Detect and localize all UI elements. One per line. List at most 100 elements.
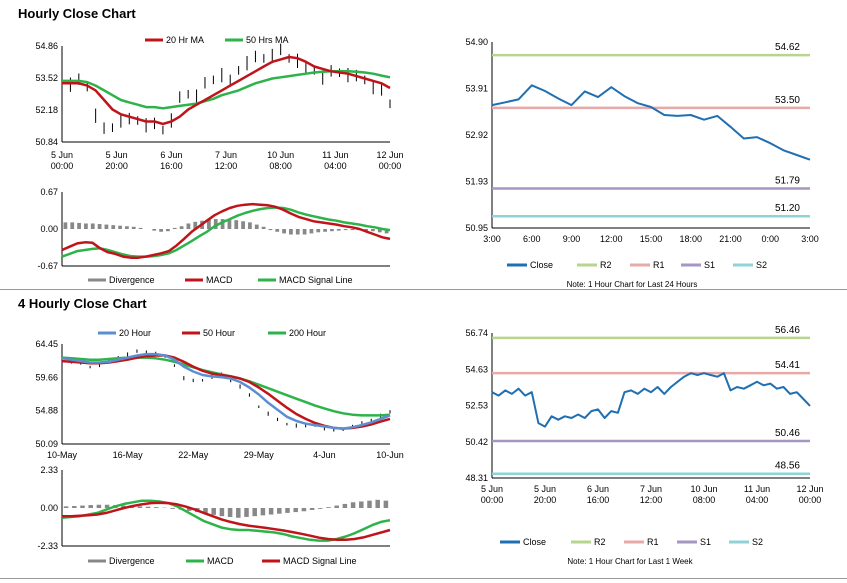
hourly-pivot-r1-label: 53.50 bbox=[775, 95, 800, 106]
hourly-pivot-close-line bbox=[491, 84, 811, 161]
four-hourly-pivot-x-tick: 6 Jun bbox=[587, 484, 609, 494]
legend-hourly-pivot-r2-label: R2 bbox=[600, 260, 612, 270]
hourly-price-x-tick: 12 Jun bbox=[376, 150, 403, 160]
hourly-pivot-y-tick: 52.92 bbox=[465, 130, 488, 140]
four-hourly-pivot-x-tick: 00:00 bbox=[799, 495, 822, 505]
four-hourly-ma20-line bbox=[61, 352, 391, 430]
legend-hourly-pivot-close-label: Close bbox=[530, 260, 553, 270]
hourly-pivot-y-tick: 51.93 bbox=[465, 177, 488, 187]
section-divider bbox=[0, 289, 847, 290]
four-hourly-pivot-y-tick: 56.74 bbox=[465, 328, 488, 338]
four-hourly-pivot-x-tick: 5 Jun bbox=[534, 484, 556, 494]
four-hourly-pivot-r1-label: 54.41 bbox=[775, 360, 800, 371]
hourly-price-x-tick: 08:00 bbox=[269, 161, 292, 171]
legend-four-hourly-pivot-close-label: Close bbox=[523, 537, 546, 547]
four-hourly-pivot-x-tick: 11 Jun bbox=[744, 484, 770, 494]
legend-four-hourly-divergence-label: Divergence bbox=[109, 556, 155, 566]
four-hourly-pivot-x-tick: 00:00 bbox=[481, 495, 504, 505]
legend-hourly-macd-label: MACD bbox=[206, 275, 233, 285]
hourly-pivot-note: Note: 1 Hour Chart for Last 24 Hours bbox=[567, 280, 698, 289]
four-hourly-price-x-tick: 4-Jun bbox=[313, 450, 336, 460]
hourly-pivot-x-tick: 3:00 bbox=[801, 234, 819, 244]
four-hourly-pivot-x-tick: 7 Jun bbox=[640, 484, 662, 494]
bottom-divider bbox=[0, 578, 847, 579]
hourly-ma20-line bbox=[62, 55, 391, 126]
legend-four-hourly-pivot-s1-label: S1 bbox=[700, 537, 711, 547]
four-hourly-pivot-y-tick: 52.53 bbox=[465, 401, 488, 411]
legend-hourly-pivot-s1-label: S1 bbox=[704, 260, 715, 270]
four-hourly-pivot-x-tick: 12:00 bbox=[640, 495, 663, 505]
legend-50hrs-ma-label: 50 Hrs MA bbox=[246, 35, 289, 45]
four-hourly-price-x-tick: 29-May bbox=[244, 450, 275, 460]
hourly-section-title: Hourly Close Chart bbox=[18, 6, 136, 21]
four-hourly-ma50-line bbox=[61, 354, 391, 430]
four-hourly-pivot-s2-label: 48.56 bbox=[775, 461, 800, 472]
four-hourly-pivot-s1-label: 50.46 bbox=[775, 428, 800, 439]
four-hourly-ma200-line bbox=[61, 356, 391, 417]
hourly-price-x-tick: 6 Jun bbox=[160, 150, 182, 160]
four-hourly-pivot-x-tick: 5 Jun bbox=[481, 484, 503, 494]
legend-20-hour-label: 20 Hour bbox=[119, 328, 151, 338]
legend-50-hour-label: 50 Hour bbox=[203, 328, 235, 338]
four-hourly-pivot-x-tick: 10 Jun bbox=[690, 484, 717, 494]
legend-200-hour-label: 200 Hour bbox=[289, 328, 326, 338]
four-hourly-pivot-note: Note: 1 Hour Chart for Last 1 Week bbox=[567, 557, 693, 566]
four-hourly-pivot-y-tick: 50.42 bbox=[465, 437, 488, 447]
four-hourly-macd-y-tick: -2.33 bbox=[37, 541, 58, 551]
legend-hourly-signal-label: MACD Signal Line bbox=[279, 275, 353, 285]
legend-hourly-pivot-r1-label: R1 bbox=[653, 260, 665, 270]
hourly-pivot-x-tick: 15:00 bbox=[640, 234, 663, 244]
four-hourly-macd-y-tick: 2.33 bbox=[40, 465, 58, 475]
hourly-pivot-x-tick: 21:00 bbox=[719, 234, 742, 244]
hourly-macd-y-tick: 0.67 bbox=[40, 187, 58, 197]
four-hourly-pivot-close-line bbox=[491, 372, 811, 428]
hourly-price-x-tick: 10 Jun bbox=[267, 150, 294, 160]
hourly-price-y-tick: 53.52 bbox=[35, 73, 58, 83]
four-hourly-pivot-x-tick: 04:00 bbox=[746, 495, 769, 505]
four-hourly-pivot-y-tick: 48.31 bbox=[465, 473, 488, 483]
legend-hourly-pivot-s2-label: S2 bbox=[756, 260, 767, 270]
legend-four-hourly-pivot-r2-label: R2 bbox=[594, 537, 606, 547]
hourly-macd-line bbox=[61, 202, 391, 259]
four-hourly-pivot-x-tick: 16:00 bbox=[587, 495, 610, 505]
hourly-pivot-x-tick: 3:00 bbox=[483, 234, 501, 244]
hourly-pivot-s1-label: 51.79 bbox=[775, 175, 800, 186]
four-hourly-macd-y-tick: 0.00 bbox=[40, 503, 58, 513]
legend-hourly-divergence-label: Divergence bbox=[109, 275, 155, 285]
hourly-ma50-line bbox=[62, 70, 391, 110]
hourly-pivot-x-tick: 12:00 bbox=[600, 234, 623, 244]
hourly-price-y-tick: 54.86 bbox=[35, 41, 58, 51]
hourly-pivot-r2-label: 54.62 bbox=[775, 42, 800, 53]
hourly-pivot-y-tick: 50.95 bbox=[465, 223, 488, 233]
four-hourly-section-title: 4 Hourly Close Chart bbox=[18, 296, 147, 311]
hourly-price-x-tick: 00:00 bbox=[51, 161, 74, 171]
legend-four-hourly-macd-label: MACD bbox=[207, 556, 234, 566]
hourly-price-x-tick: 04:00 bbox=[324, 161, 347, 171]
hourly-price-y-tick: 50.84 bbox=[35, 137, 58, 147]
four-hourly-pivot-x-tick: 08:00 bbox=[693, 495, 716, 505]
four-hourly-price-x-tick: 16-May bbox=[113, 450, 144, 460]
legend-four-hourly-pivot-r1-label: R1 bbox=[647, 537, 659, 547]
four-hourly-price-y-tick: 54.88 bbox=[35, 406, 58, 416]
four-hourly-pivot-x-tick: 12 Jun bbox=[796, 484, 823, 494]
hourly-pivot-x-tick: 9:00 bbox=[563, 234, 581, 244]
hourly-macd-y-tick: -0.67 bbox=[37, 261, 58, 271]
hourly-price-x-tick: 5 Jun bbox=[106, 150, 128, 160]
four-hourly-price-x-tick: 22-May bbox=[178, 450, 209, 460]
hourly-price-x-tick: 5 Jun bbox=[51, 150, 73, 160]
four-hourly-price-y-tick: 64.45 bbox=[35, 339, 58, 349]
hourly-pivot-y-tick: 54.90 bbox=[465, 37, 488, 47]
hourly-price-x-tick: 11 Jun bbox=[322, 150, 348, 160]
four-hourly-pivot-r2-label: 56.46 bbox=[775, 325, 800, 336]
hourly-pivot-y-tick: 53.91 bbox=[465, 84, 488, 94]
legend-four-hourly-signal-label: MACD Signal Line bbox=[283, 556, 357, 566]
hourly-signal-line bbox=[61, 206, 391, 258]
four-hourly-price-y-tick: 50.09 bbox=[35, 439, 58, 449]
hourly-pivot-x-tick: 18:00 bbox=[679, 234, 702, 244]
hourly-price-x-tick: 7 Jun bbox=[215, 150, 237, 160]
four-hourly-price-x-tick: 10-Jun bbox=[376, 450, 404, 460]
hourly-pivot-x-tick: 0:00 bbox=[761, 234, 779, 244]
four-hourly-price-y-tick: 59.66 bbox=[35, 372, 58, 382]
hourly-price-x-tick: 12:00 bbox=[215, 161, 238, 171]
